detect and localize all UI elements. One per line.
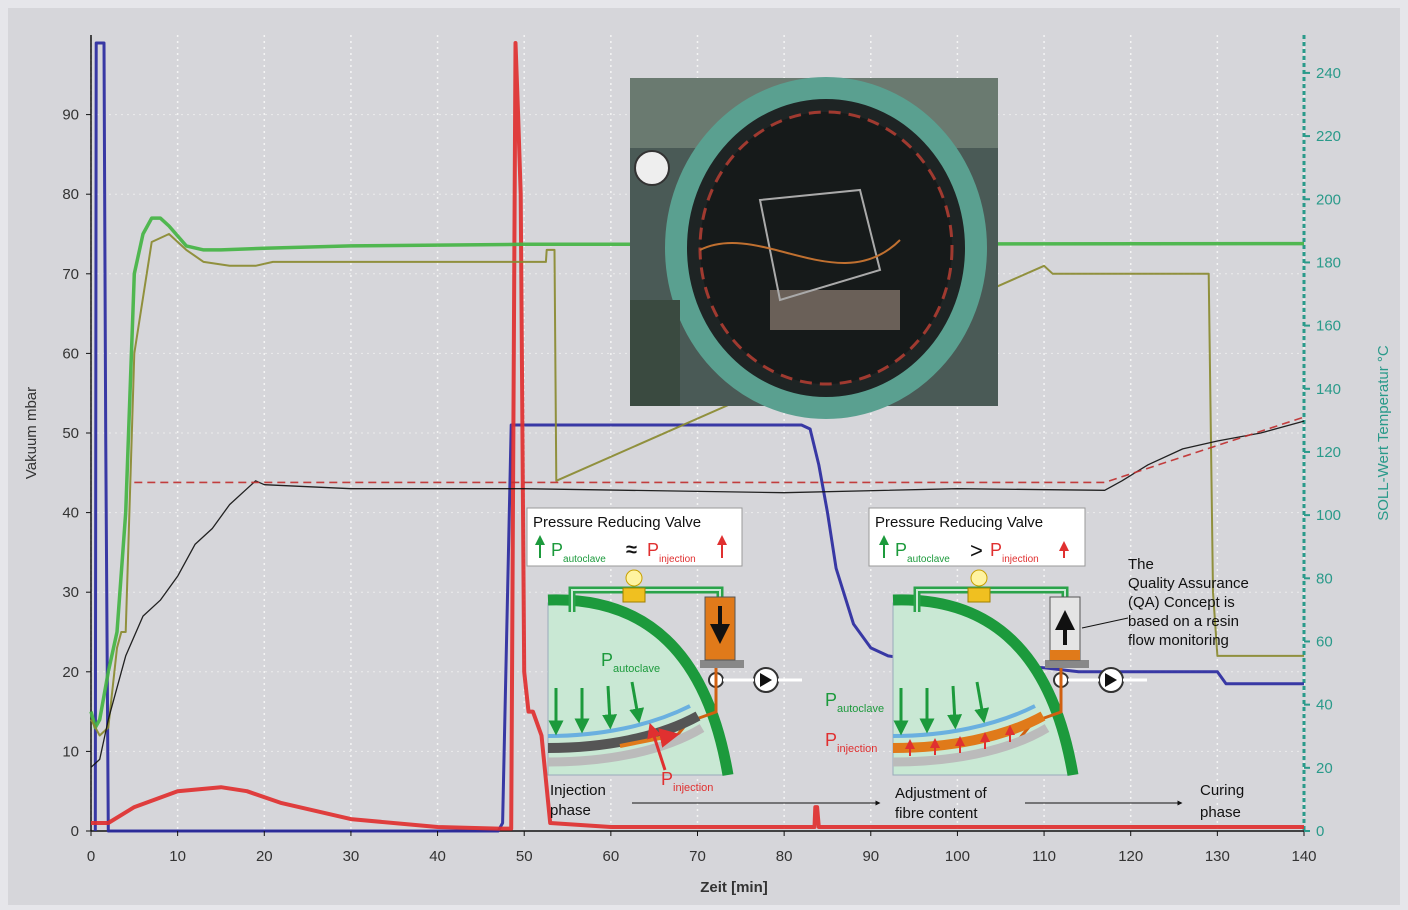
y-tick-label: 10 bbox=[62, 743, 79, 760]
x-tick-label: 110 bbox=[1032, 848, 1056, 865]
x-tick-label: 50 bbox=[516, 848, 533, 865]
y2-tick-label: 180 bbox=[1316, 254, 1341, 271]
x-tick-label: 120 bbox=[1118, 848, 1143, 865]
photo-inset bbox=[630, 78, 998, 408]
y2-tick-label: 40 bbox=[1316, 697, 1333, 714]
y2-axis-label: SOLL-Wert Temperatur °C bbox=[1375, 345, 1392, 521]
phase-label: fibre content bbox=[895, 805, 978, 822]
valve-title: Pressure Reducing Valve bbox=[875, 514, 1043, 531]
y2-tick-label: 100 bbox=[1316, 507, 1341, 524]
x-tick-label: 90 bbox=[862, 848, 879, 865]
y2-tick-label: 80 bbox=[1316, 570, 1333, 587]
p-sub: autoclave bbox=[907, 554, 950, 565]
y-tick-label: 90 bbox=[62, 107, 79, 124]
y-tick-label: 40 bbox=[62, 505, 79, 522]
phase-label: Injection bbox=[550, 782, 606, 799]
resin-level bbox=[1050, 650, 1080, 660]
y-tick-label: 60 bbox=[62, 345, 79, 362]
p-main: P bbox=[825, 690, 837, 710]
x-tick-label: 70 bbox=[689, 848, 706, 865]
phase-label: Adjustment of bbox=[895, 785, 988, 802]
x-tick-label: 130 bbox=[1205, 848, 1230, 865]
y-tick-label: 80 bbox=[62, 186, 79, 203]
p-sub: injection bbox=[659, 554, 696, 565]
y2-tick-label: 220 bbox=[1316, 128, 1341, 145]
relation: > bbox=[970, 538, 983, 563]
p-main: P bbox=[990, 540, 1002, 560]
x-tick-label: 60 bbox=[603, 848, 620, 865]
p-main: P bbox=[825, 730, 837, 750]
x-tick-label: 20 bbox=[256, 848, 273, 865]
y2-tick-label: 20 bbox=[1316, 760, 1333, 777]
p-sub: injection bbox=[837, 743, 877, 755]
body: {"chart_data": { "type": "line", "xlabel… bbox=[0, 0, 1408, 910]
y2-tick-label: 0 bbox=[1316, 823, 1324, 840]
valve-title: Pressure Reducing Valve bbox=[533, 514, 701, 531]
y2-tick-label: 140 bbox=[1316, 381, 1341, 398]
p-main: P bbox=[661, 769, 673, 789]
qa-line: (QA) Concept is bbox=[1128, 594, 1235, 611]
p-sub: autoclave bbox=[837, 703, 884, 715]
x-axis-label: Zeit [min] bbox=[700, 879, 768, 896]
x-tick-label: 10 bbox=[169, 848, 186, 865]
y-tick-label: 20 bbox=[62, 664, 79, 681]
qa-line: flow monitoring bbox=[1128, 632, 1229, 649]
y-tick-label: 50 bbox=[62, 425, 79, 442]
phase-label: phase bbox=[550, 802, 591, 819]
x-tick-label: 40 bbox=[429, 848, 446, 865]
qa-line: The bbox=[1128, 556, 1154, 573]
p-sub: autoclave bbox=[563, 554, 606, 565]
x-tick-label: 100 bbox=[945, 848, 970, 865]
p-main: P bbox=[601, 650, 613, 670]
p-main: P bbox=[895, 540, 907, 560]
x-tick-label: 80 bbox=[776, 848, 793, 865]
x-tick-label: 30 bbox=[343, 848, 360, 865]
y-tick-label: 0 bbox=[71, 823, 79, 840]
p-main: P bbox=[647, 540, 659, 560]
x-tick-label: 0 bbox=[87, 848, 95, 865]
phase-label: Curing bbox=[1200, 782, 1244, 799]
y-tick-label: 30 bbox=[62, 584, 79, 601]
y2-tick-label: 120 bbox=[1316, 444, 1341, 461]
y2-tick-label: 60 bbox=[1316, 633, 1333, 650]
p-sub: injection bbox=[1002, 554, 1039, 565]
qa-line: Quality Assurance bbox=[1128, 575, 1249, 592]
y-tick-label: 70 bbox=[62, 266, 79, 283]
page: Autoclave process chart html, body { mar… bbox=[0, 0, 1408, 910]
y2-tick-label: 240 bbox=[1316, 65, 1341, 82]
phase-label: phase bbox=[1200, 804, 1241, 821]
qa-line: based on a resin bbox=[1128, 613, 1239, 630]
p-main: P bbox=[551, 540, 563, 560]
y2-tick-label: 200 bbox=[1316, 191, 1341, 208]
y-axis-label: Vakuum mbar bbox=[23, 387, 40, 479]
chart: 0102030405060708090100110120130140010203… bbox=[0, 0, 1408, 910]
p-sub: autoclave bbox=[613, 663, 660, 675]
x-tick-label: 140 bbox=[1291, 848, 1316, 865]
y2-tick-label: 160 bbox=[1316, 318, 1341, 335]
p-sub: injection bbox=[673, 782, 713, 794]
relation: ≈ bbox=[626, 539, 637, 561]
